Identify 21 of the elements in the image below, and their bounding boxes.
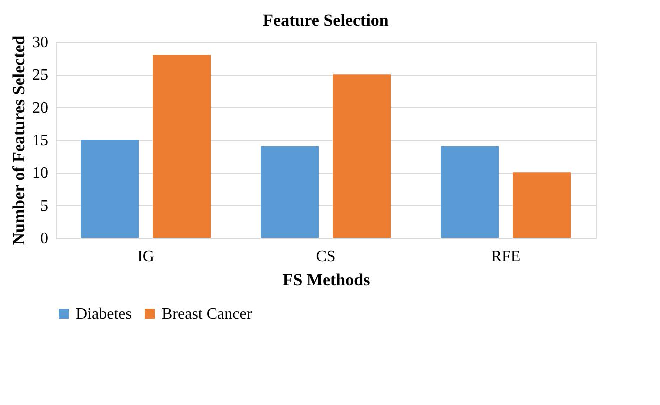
bar — [153, 55, 211, 238]
x-axis-title: FS Methods — [282, 270, 371, 290]
x-tick-label: CS — [316, 248, 336, 266]
y-tick-label: 20 — [32, 100, 48, 117]
y-tick-label: 10 — [32, 165, 48, 182]
y-tick-label: 15 — [32, 132, 48, 150]
bar — [513, 172, 571, 238]
y-tick-label: 0 — [40, 230, 48, 248]
legend-label: Diabetes — [76, 306, 132, 323]
bar — [261, 146, 319, 238]
bar — [441, 146, 499, 238]
bar — [81, 140, 139, 238]
y-tick-label: 5 — [40, 198, 48, 215]
bar — [333, 74, 391, 238]
y-axis-title: Number of Features Selected — [10, 35, 28, 246]
y-tick-label: 30 — [32, 34, 48, 52]
chart-title: Feature Selection — [263, 11, 390, 30]
legend-label: Breast Cancer — [162, 306, 253, 323]
x-tick-label: RFE — [491, 248, 521, 266]
x-tick-label: IG — [138, 248, 155, 266]
y-tick-label: 25 — [32, 67, 48, 84]
